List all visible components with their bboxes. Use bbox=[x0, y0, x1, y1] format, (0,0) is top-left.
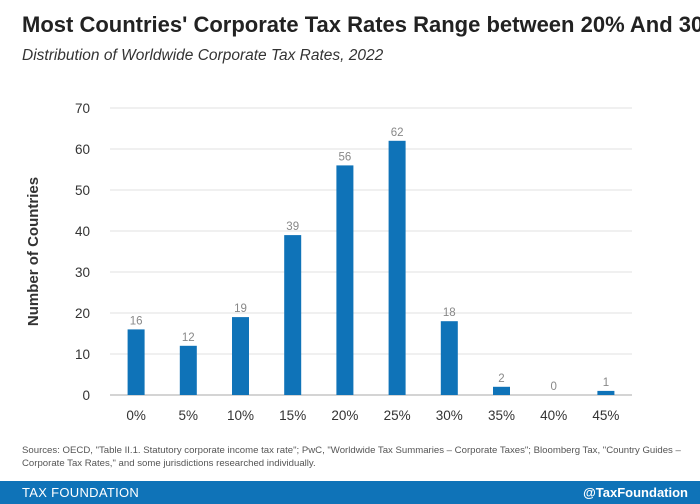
x-tick-label: 45% bbox=[592, 408, 619, 423]
y-tick-label: 60 bbox=[75, 142, 90, 157]
y-tick-label: 50 bbox=[75, 183, 90, 198]
x-tick-label: 40% bbox=[540, 408, 567, 423]
sources-note: Sources: OECD, "Table II.1. Statutory co… bbox=[22, 445, 681, 469]
x-tick-label: 15% bbox=[279, 408, 306, 423]
y-tick-label: 0 bbox=[82, 388, 90, 403]
data-label: 1 bbox=[603, 377, 609, 389]
bars bbox=[127, 140, 615, 395]
chart-subtitle: Distribution of Worldwide Corporate Tax … bbox=[22, 47, 384, 64]
footer-bar: TAX FOUNDATION @TaxFoundation bbox=[0, 481, 700, 504]
x-tick-label: 5% bbox=[179, 408, 199, 423]
bar bbox=[440, 321, 458, 395]
data-label: 18 bbox=[443, 307, 456, 319]
bar bbox=[493, 386, 510, 395]
bar bbox=[284, 235, 302, 395]
y-tick-label: 10 bbox=[75, 347, 90, 362]
data-label: 0 bbox=[550, 381, 556, 393]
y-tick-label: 30 bbox=[75, 265, 90, 280]
y-axis-ticks: 0 10 20 30 40 50 60 70 bbox=[75, 101, 90, 403]
y-tick-label: 40 bbox=[75, 224, 90, 239]
x-tick-label: 30% bbox=[436, 408, 463, 423]
x-tick-label: 35% bbox=[488, 408, 515, 423]
data-label: 62 bbox=[391, 127, 404, 139]
y-tick-label: 20 bbox=[75, 306, 90, 321]
x-tick-label: 20% bbox=[331, 408, 358, 423]
x-tick-label: 0% bbox=[126, 408, 146, 423]
data-label: 2 bbox=[498, 373, 504, 385]
bar bbox=[127, 329, 145, 395]
x-tick-label: 10% bbox=[227, 408, 254, 423]
bar bbox=[336, 165, 354, 395]
bar bbox=[388, 140, 406, 395]
y-axis-title: Number of Countries bbox=[25, 177, 42, 326]
bar bbox=[179, 345, 197, 395]
bar bbox=[232, 317, 249, 395]
data-label: 39 bbox=[286, 221, 299, 233]
twitter-handle[interactable]: @TaxFoundation bbox=[583, 485, 688, 500]
chart-title: Most Countries' Corporate Tax Rates Rang… bbox=[22, 12, 700, 37]
brand-name[interactable]: TAX FOUNDATION bbox=[22, 485, 140, 500]
x-axis-ticks: 0% 5% 10% 15% 20% 25% 30% 35% 40% 45% bbox=[126, 408, 619, 423]
gridlines bbox=[110, 107, 632, 355]
data-label: 12 bbox=[182, 332, 195, 344]
bar bbox=[597, 390, 615, 395]
data-labels: 16 12 19 39 56 62 18 2 0 1 bbox=[130, 127, 609, 393]
data-label: 19 bbox=[234, 303, 247, 315]
data-label: 56 bbox=[339, 151, 352, 163]
y-tick-label: 70 bbox=[75, 101, 90, 116]
data-label: 16 bbox=[130, 315, 143, 327]
x-tick-label: 25% bbox=[384, 408, 411, 423]
